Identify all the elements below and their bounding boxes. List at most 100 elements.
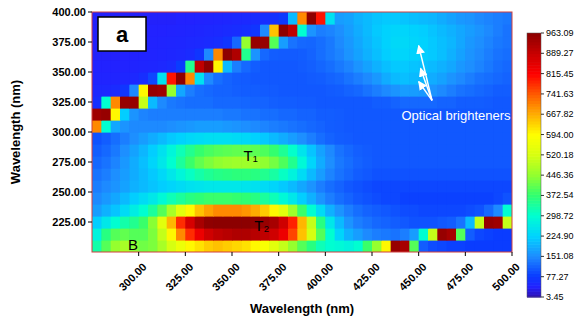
cell bbox=[288, 240, 298, 252]
cell bbox=[353, 12, 363, 25]
cell bbox=[241, 192, 251, 205]
cell bbox=[139, 192, 149, 205]
cell bbox=[176, 192, 186, 205]
cell bbox=[129, 60, 139, 73]
cell bbox=[204, 24, 214, 37]
cell bbox=[157, 216, 167, 229]
cell bbox=[111, 72, 121, 85]
y-tick-label: 350.00 bbox=[52, 66, 86, 78]
cell bbox=[288, 156, 298, 169]
cell bbox=[428, 48, 438, 61]
cell bbox=[409, 12, 419, 25]
cell bbox=[465, 156, 475, 169]
cell bbox=[139, 156, 149, 169]
cell bbox=[232, 48, 242, 61]
cell bbox=[213, 180, 223, 193]
cell bbox=[241, 216, 251, 229]
cell bbox=[409, 228, 419, 241]
cell bbox=[260, 48, 270, 61]
cell bbox=[316, 228, 326, 241]
cell bbox=[409, 144, 419, 157]
cell bbox=[251, 108, 261, 121]
cell bbox=[503, 96, 512, 109]
cell bbox=[120, 168, 130, 181]
cell bbox=[307, 228, 317, 241]
cell bbox=[232, 240, 242, 252]
cell bbox=[316, 192, 326, 205]
cell bbox=[288, 84, 298, 97]
cell bbox=[297, 60, 307, 73]
annotation: B bbox=[128, 236, 138, 253]
cell bbox=[204, 156, 214, 169]
cell bbox=[204, 108, 214, 121]
cell bbox=[232, 144, 242, 157]
cell bbox=[391, 12, 401, 25]
cell bbox=[139, 168, 149, 181]
cell bbox=[335, 228, 345, 241]
cell bbox=[437, 192, 447, 205]
cell bbox=[204, 228, 214, 241]
cell bbox=[157, 12, 167, 25]
cell bbox=[465, 24, 475, 37]
cell bbox=[484, 96, 494, 109]
cell bbox=[381, 12, 391, 25]
cell bbox=[400, 132, 410, 145]
cell bbox=[465, 48, 475, 61]
cell bbox=[120, 84, 130, 97]
cell bbox=[101, 120, 111, 133]
cell bbox=[167, 144, 177, 157]
cell bbox=[475, 60, 485, 73]
cell bbox=[307, 156, 317, 169]
cell bbox=[101, 168, 111, 181]
cell bbox=[241, 204, 251, 217]
cell bbox=[316, 24, 326, 37]
cell bbox=[204, 168, 214, 181]
cell bbox=[344, 156, 354, 169]
cell bbox=[288, 120, 298, 133]
cell bbox=[297, 168, 307, 181]
cell bbox=[335, 216, 345, 229]
cell bbox=[288, 36, 298, 49]
cell bbox=[92, 156, 102, 169]
cell bbox=[111, 240, 121, 252]
cell bbox=[241, 12, 251, 25]
cell bbox=[475, 240, 485, 252]
cell bbox=[381, 60, 391, 73]
cell bbox=[465, 180, 475, 193]
cell bbox=[101, 72, 111, 85]
cell bbox=[363, 36, 373, 49]
colorbar-tick bbox=[541, 256, 544, 257]
cell bbox=[185, 24, 195, 37]
cell bbox=[148, 84, 158, 97]
cell bbox=[195, 192, 205, 205]
cell bbox=[129, 180, 139, 193]
cell bbox=[465, 144, 475, 157]
cell bbox=[409, 24, 419, 37]
cell bbox=[204, 12, 214, 25]
cell bbox=[195, 48, 205, 61]
cell bbox=[428, 36, 438, 49]
colorbar-tick bbox=[541, 114, 544, 115]
cell bbox=[288, 108, 298, 121]
cell bbox=[260, 168, 270, 181]
cell bbox=[288, 96, 298, 109]
cell bbox=[381, 120, 391, 133]
cell bbox=[447, 24, 457, 37]
cell bbox=[400, 72, 410, 85]
cell bbox=[353, 96, 363, 109]
cell bbox=[213, 24, 223, 37]
cell bbox=[419, 168, 429, 181]
cell bbox=[176, 180, 186, 193]
cell bbox=[297, 72, 307, 85]
cell bbox=[316, 72, 326, 85]
cell bbox=[260, 72, 270, 85]
cell bbox=[437, 144, 447, 157]
cell bbox=[465, 216, 475, 229]
cell bbox=[335, 24, 345, 37]
cell bbox=[260, 60, 270, 73]
cell bbox=[400, 192, 410, 205]
cell bbox=[176, 72, 186, 85]
cell bbox=[213, 168, 223, 181]
cell bbox=[232, 204, 242, 217]
cell bbox=[251, 84, 261, 97]
